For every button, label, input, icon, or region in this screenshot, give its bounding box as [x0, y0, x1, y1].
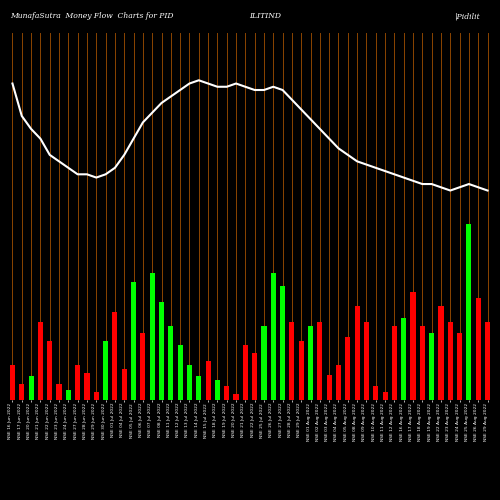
Bar [336, 364, 341, 400]
Bar [326, 374, 332, 400]
Bar [56, 384, 62, 400]
Bar [270, 272, 276, 400]
Bar [234, 394, 238, 400]
Bar [47, 341, 52, 400]
Bar [122, 368, 127, 400]
Bar [476, 298, 481, 400]
Bar [38, 322, 43, 400]
Bar [103, 341, 108, 400]
Bar [457, 334, 462, 400]
Bar [28, 376, 34, 400]
Bar [466, 224, 471, 400]
Bar [150, 272, 154, 400]
Bar [252, 353, 257, 400]
Bar [206, 361, 210, 400]
Bar [373, 386, 378, 400]
Bar [392, 326, 397, 400]
Bar [382, 392, 388, 400]
Bar [66, 390, 71, 400]
Bar [364, 322, 369, 400]
Bar [318, 322, 322, 400]
Bar [19, 384, 24, 400]
Bar [298, 341, 304, 400]
Bar [112, 312, 117, 400]
Bar [243, 345, 248, 400]
Bar [196, 376, 202, 400]
Bar [354, 306, 360, 400]
Bar [168, 326, 173, 400]
Bar [485, 322, 490, 400]
Bar [401, 318, 406, 400]
Bar [178, 345, 182, 400]
Bar [420, 326, 425, 400]
Bar [131, 282, 136, 400]
Bar [10, 364, 15, 400]
Bar [215, 380, 220, 400]
Bar [290, 322, 294, 400]
Text: |Pidilit: |Pidilit [454, 12, 480, 20]
Bar [346, 338, 350, 400]
Bar [308, 326, 313, 400]
Bar [84, 372, 89, 400]
Bar [262, 326, 266, 400]
Bar [448, 322, 453, 400]
Text: ILITIND: ILITIND [249, 12, 281, 20]
Bar [159, 302, 164, 400]
Bar [224, 386, 230, 400]
Bar [429, 334, 434, 400]
Bar [140, 334, 145, 400]
Bar [94, 392, 99, 400]
Bar [280, 286, 285, 400]
Text: MunafaSutra  Money Flow  Charts for PID: MunafaSutra Money Flow Charts for PID [10, 12, 173, 20]
Bar [438, 306, 444, 400]
Bar [187, 364, 192, 400]
Bar [75, 364, 80, 400]
Bar [410, 292, 416, 400]
